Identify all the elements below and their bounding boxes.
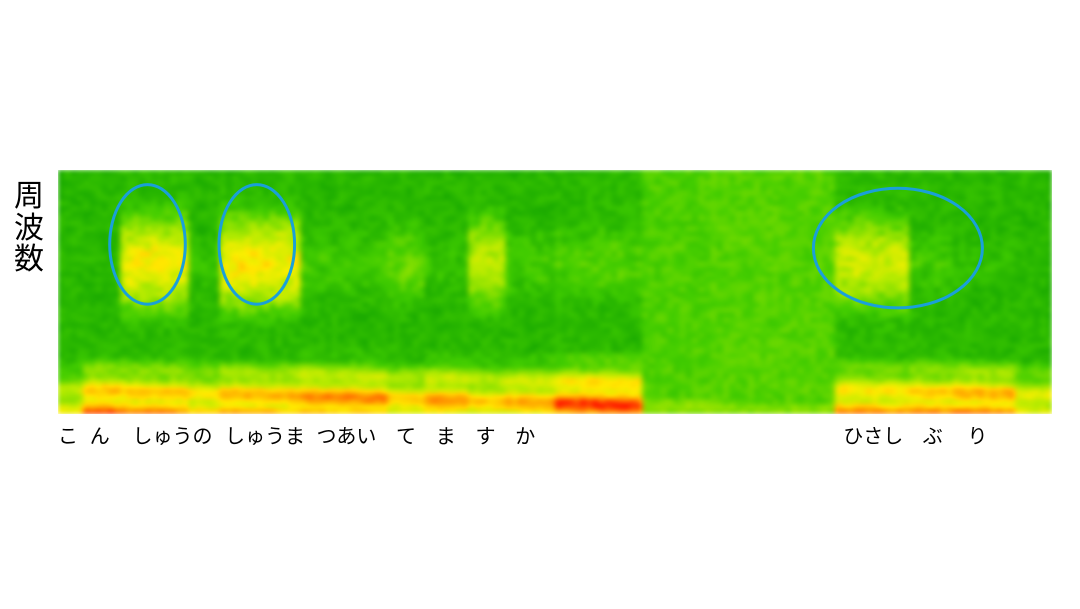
x-axis-transcription-label: か	[515, 420, 535, 449]
spectrogram-canvas	[58, 170, 1052, 414]
x-axis-transcription-label: て	[396, 420, 416, 449]
x-axis-transcription-label: ぶ	[923, 420, 943, 449]
spectrogram-plot-area	[58, 170, 1052, 414]
y-axis-label-char: 数	[14, 241, 44, 273]
x-axis-transcription-label: ま	[436, 420, 456, 449]
x-axis-transcription-label: ひさし	[843, 420, 903, 449]
x-axis-transcription-label: しゅうま	[225, 420, 305, 449]
x-axis-transcription-label: つあい	[316, 420, 376, 449]
spectrogram-figure: 周波数 こんしゅうのしゅうまつあいてますか ひさしぶり	[0, 0, 1080, 609]
x-axis-transcription-label: ん	[90, 420, 110, 449]
y-axis-label: 周波数	[14, 178, 44, 273]
x-axis-transcription-label: り	[968, 420, 988, 449]
x-axis-transcription-label: しゅうの	[133, 420, 213, 449]
x-axis-transcription-label: こ	[58, 420, 78, 449]
x-axis-transcription-labels: こんしゅうのしゅうまつあいてますか ひさしぶり	[58, 420, 1052, 460]
x-axis-transcription-label: す	[475, 420, 495, 449]
